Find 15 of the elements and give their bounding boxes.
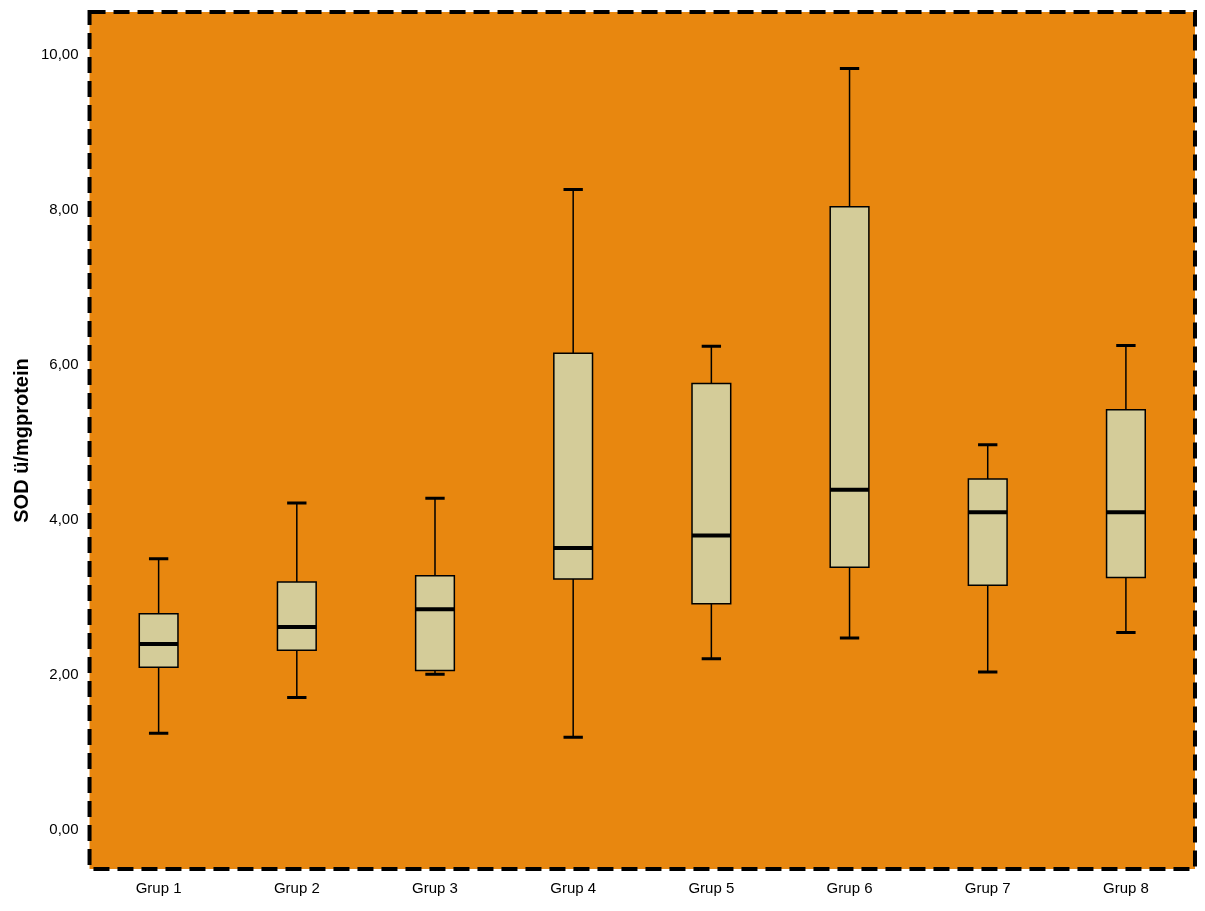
x-tick-label: Grup 1 bbox=[135, 879, 182, 897]
y-tick-label: 4,00 bbox=[49, 510, 79, 528]
x-tick-label: Grup 7 bbox=[964, 879, 1011, 897]
y-tick-label: 6,00 bbox=[49, 355, 79, 373]
y-tick-label: 8,00 bbox=[49, 199, 79, 217]
x-tick-label: Grup 5 bbox=[688, 879, 735, 897]
x-tick-label: Grup 2 bbox=[273, 879, 320, 897]
y-tick-label: 2,00 bbox=[49, 665, 79, 683]
x-tick-label: Grup 8 bbox=[1102, 879, 1149, 897]
x-tick-label: Grup 6 bbox=[826, 879, 873, 897]
x-tick-label: Grup 4 bbox=[550, 879, 597, 897]
x-tick-label: Grup 3 bbox=[412, 879, 458, 897]
y-tick-label: 10,00 bbox=[40, 44, 79, 62]
y-tick-label: 0,00 bbox=[49, 820, 79, 838]
y-axis-title: SOD ü/mgprotein bbox=[9, 358, 32, 523]
